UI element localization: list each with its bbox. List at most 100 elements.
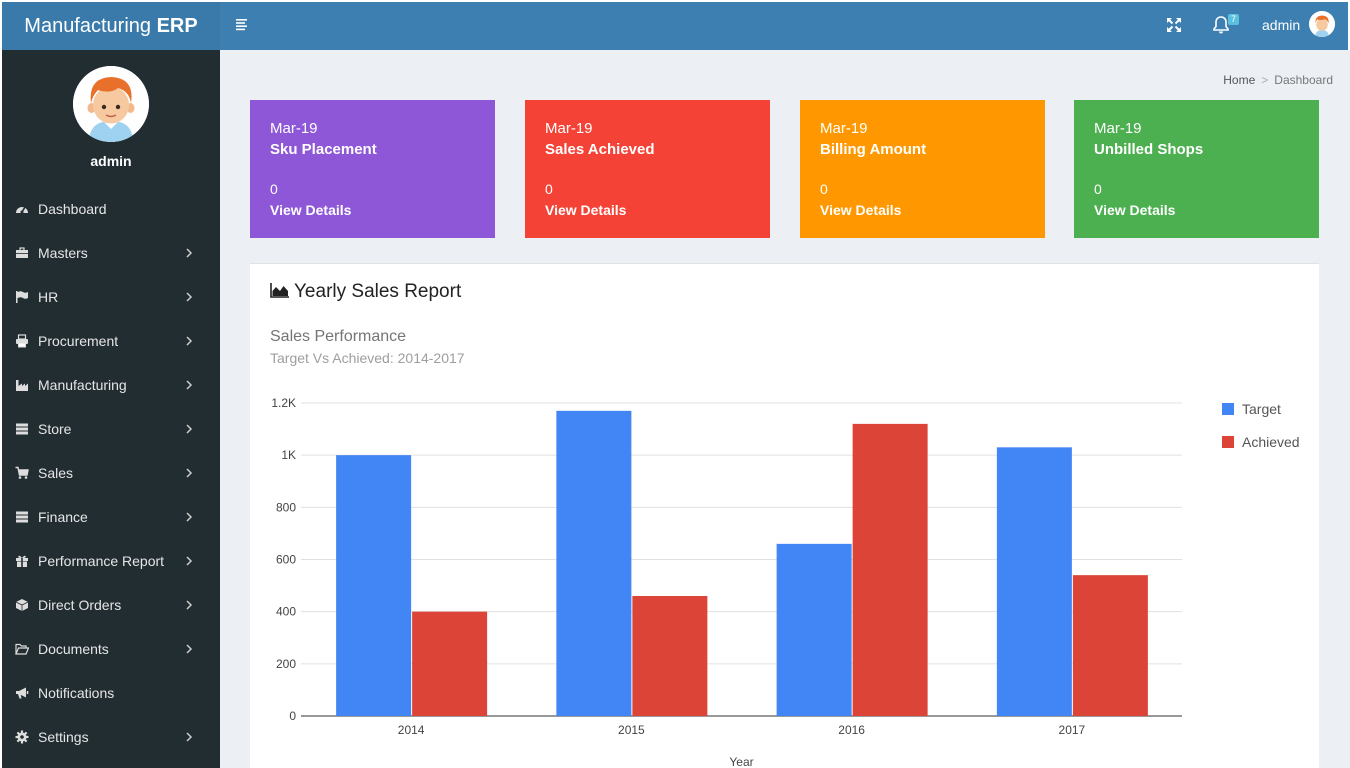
view-details-link[interactable]: View Details	[1094, 202, 1176, 218]
card-value: 0	[820, 181, 828, 197]
breadcrumb-separator: >	[1261, 73, 1269, 87]
menu-toggle-icon[interactable]	[234, 16, 250, 32]
profile-avatar[interactable]	[73, 66, 149, 142]
chevron-right-icon	[186, 292, 193, 302]
breadcrumb-current: Dashboard	[1274, 73, 1333, 87]
sidebar-item-settings[interactable]: Settings	[2, 715, 220, 759]
sidebar-item-direct-orders[interactable]: Direct Orders	[2, 583, 220, 627]
card-title: Unbilled Shops	[1094, 141, 1204, 158]
sidebar-item-label: Sales	[38, 465, 74, 481]
sidebar-item-store[interactable]: Store	[2, 407, 220, 451]
x-tick-label: 2016	[838, 723, 865, 737]
view-details-link[interactable]: View Details	[820, 202, 902, 218]
bar-target	[556, 410, 632, 716]
sidebar-item-documents[interactable]: Documents	[2, 627, 220, 671]
notification-bell[interactable]: 7	[1212, 14, 1240, 37]
bar-target	[996, 447, 1072, 716]
y-tick-label: 0	[289, 709, 296, 723]
y-tick-label: 1.2K	[271, 396, 296, 410]
top-user-avatar[interactable]	[1309, 11, 1335, 37]
sidebar-item-label: Dashboard	[38, 201, 107, 217]
card-billing-amount: Mar-19 Billing Amount 0 View Details	[800, 100, 1045, 238]
card-sales-achieved: Mar-19 Sales Achieved 0 View Details	[525, 100, 770, 238]
sidebar-item-label: Manufacturing	[38, 377, 127, 393]
chevron-right-icon	[186, 248, 193, 258]
top-navbar: Manufacturing ERP 7 admin	[2, 2, 1348, 50]
sales-chart: 0 200 400 600 800 1K 1.2K 2014 2015 2016 2017 Year T…	[271, 396, 1300, 768]
briefcase-icon	[16, 247, 28, 258]
industry-icon	[16, 380, 28, 391]
card-title: Sales Achieved	[545, 141, 655, 158]
bar-target	[776, 543, 852, 716]
sidebar: admin Dashboard Masters HR Procurement M…	[2, 50, 220, 768]
x-tick-label: 2017	[1059, 723, 1086, 737]
main-content: Home > Dashboard Mar-19 Sku Placement 0 Vi…	[220, 50, 1350, 768]
chart-title: Sales Performance	[270, 328, 407, 345]
sidebar-item-label: Documents	[38, 641, 109, 657]
sidebar-item-procurement[interactable]: Procurement	[2, 319, 220, 363]
card-value: 0	[545, 181, 553, 197]
panel-title: Yearly Sales Report	[270, 281, 461, 303]
sidebar-item-label: Store	[38, 421, 72, 437]
sidebar-item-label: Finance	[38, 509, 88, 525]
sidebar-menu: Dashboard Masters HR Procurement Manufac…	[2, 187, 220, 759]
top-username[interactable]: admin	[1262, 17, 1301, 33]
card-title: Sku Placement	[270, 141, 377, 158]
sidebar-item-label: Settings	[38, 729, 89, 745]
x-tick-label: 2014	[398, 723, 425, 737]
y-tick-label: 400	[276, 605, 296, 619]
y-tick-label: 600	[276, 553, 296, 567]
sidebar-item-label: HR	[38, 289, 59, 305]
yearly-sales-panel: 0 200 400 600 800 1K 1.2K 2014 2015 2016 2017 Year T…	[250, 263, 1319, 768]
breadcrumb-home[interactable]: Home	[1223, 73, 1256, 87]
profile-name: admin	[90, 153, 132, 169]
x-axis-title: Year	[729, 755, 753, 768]
sidebar-item-performance-report[interactable]: Performance Report	[2, 539, 220, 583]
fullscreen-icon[interactable]	[1165, 16, 1183, 34]
card-month: Mar-19	[270, 120, 318, 137]
view-details-link[interactable]: View Details	[270, 202, 352, 218]
sidebar-item-label: Procurement	[38, 333, 119, 349]
legend-label: Target	[1242, 401, 1281, 417]
sidebar-item-masters[interactable]: Masters	[2, 231, 220, 275]
sidebar-item-dashboard[interactable]: Dashboard	[2, 187, 220, 231]
brand-logo[interactable]: Manufacturing ERP	[2, 2, 220, 50]
y-tick-label: 1K	[281, 448, 296, 462]
area-chart-icon	[270, 283, 289, 298]
chevron-right-icon	[186, 732, 193, 742]
folder-open-icon	[15, 643, 29, 655]
card-month: Mar-19	[545, 120, 593, 137]
breadcrumb: Home > Dashboard	[1223, 73, 1333, 87]
sidebar-item-notifications[interactable]: Notifications	[2, 671, 220, 715]
card-month: Mar-19	[1094, 120, 1142, 137]
dashboard-icon	[16, 206, 28, 214]
view-details-link[interactable]: View Details	[545, 202, 627, 218]
card-unbilled-shops: Mar-19 Unbilled Shops 0 View Details	[1074, 100, 1319, 238]
gift-icon	[16, 555, 28, 567]
card-value: 0	[270, 181, 278, 197]
chevron-right-icon	[186, 600, 193, 610]
chevron-right-icon	[186, 644, 193, 654]
chart-subtitle: Target Vs Achieved: 2014-2017	[270, 350, 465, 366]
sidebar-item-finance[interactable]: Finance	[2, 495, 220, 539]
sidebar-item-manufacturing[interactable]: Manufacturing	[2, 363, 220, 407]
cube-icon	[15, 599, 29, 611]
card-month: Mar-19	[820, 120, 868, 137]
sidebar-item-label: Performance Report	[38, 553, 165, 569]
cart-icon	[15, 466, 29, 479]
server-icon	[16, 511, 28, 523]
gear-icon	[15, 730, 29, 744]
sidebar-item-sales[interactable]: Sales	[2, 451, 220, 495]
card-sku-placement: Mar-19 Sku Placement 0 View Details	[250, 100, 495, 238]
y-tick-label: 800	[276, 500, 296, 514]
bar-target	[336, 455, 412, 716]
sidebar-item-hr[interactable]: HR	[2, 275, 220, 319]
x-tick-label: 2015	[618, 723, 645, 737]
legend-swatch	[1222, 436, 1234, 448]
flag-icon	[16, 291, 28, 303]
bullhorn-icon	[16, 687, 29, 699]
bar-achieved	[1072, 575, 1148, 716]
legend-label: Achieved	[1242, 434, 1300, 450]
chevron-right-icon	[186, 556, 193, 566]
sidebar-item-label: Direct Orders	[38, 597, 122, 613]
